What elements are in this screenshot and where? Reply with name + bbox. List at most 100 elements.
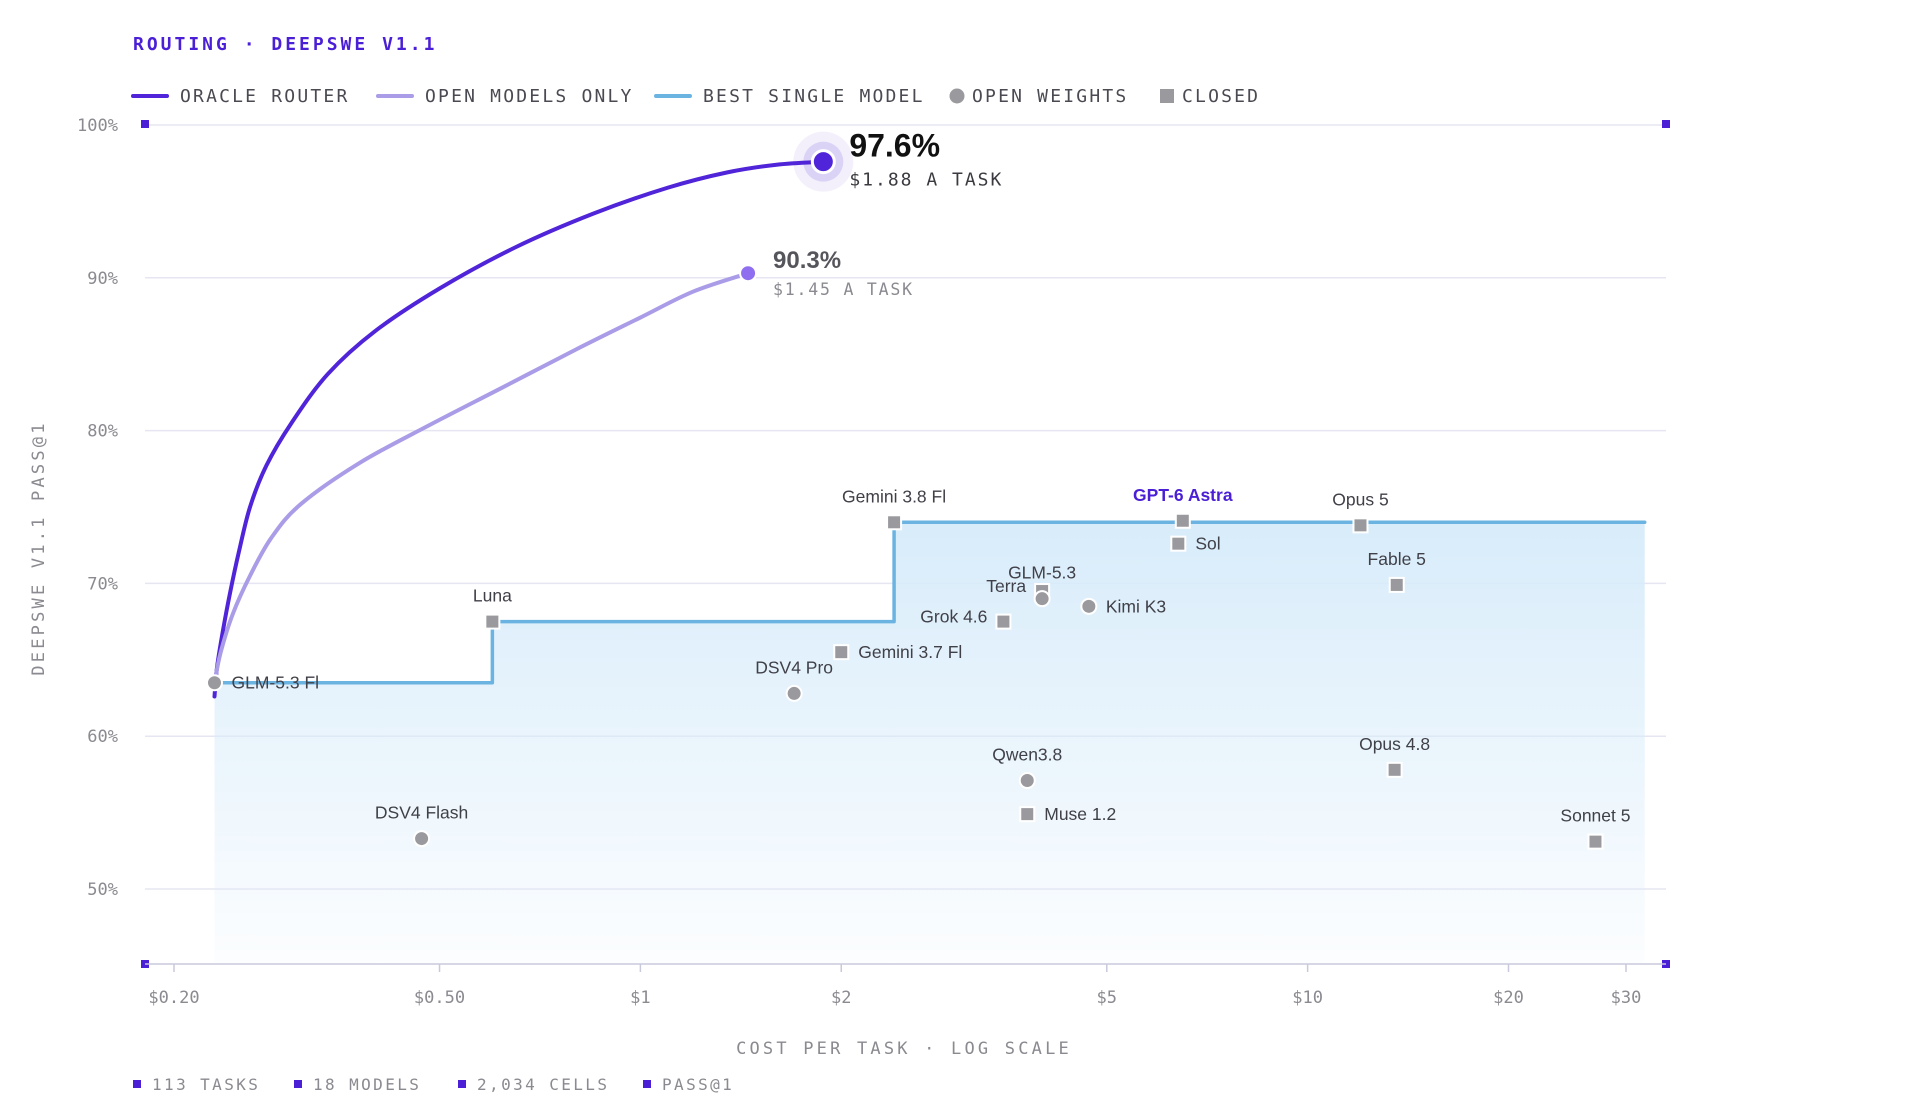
footer-bullet (458, 1080, 466, 1088)
legend-label: BEST SINGLE MODEL (703, 86, 925, 107)
legend: ORACLE ROUTER OPEN MODELS ONLY BEST SINGLE… (131, 86, 1260, 107)
model-label: Terra (986, 576, 1026, 596)
x-axis-title: COST PER TASK · LOG SCALE (736, 1039, 1072, 1059)
model-label: Luna (473, 586, 512, 606)
model-label: Sonnet 5 (1560, 806, 1630, 826)
model-point: Opus 4.8 (1359, 734, 1430, 778)
model-label: GLM-5.3 (1008, 563, 1076, 583)
y-tick-label: 50% (87, 880, 118, 900)
model-point: DSV4 Pro (755, 657, 833, 702)
open-cost-label: $1.45 A TASK (773, 280, 914, 299)
x-tick-label: $10 (1292, 988, 1323, 1008)
open-value-label: 90.3% (773, 247, 841, 274)
model-label: Kimi K3 (1106, 596, 1166, 616)
model-label: Qwen3.8 (992, 745, 1062, 765)
legend-square-swatch (1160, 89, 1174, 103)
open-weights-marker (1018, 772, 1036, 790)
legend-label: CLOSED (1182, 86, 1260, 107)
model-label: DSV4 Pro (755, 657, 833, 677)
oracle-endpoint-dot (810, 149, 836, 175)
model-label: Opus 4.8 (1359, 734, 1430, 754)
closed-marker (886, 514, 903, 531)
footer-bullet (643, 1080, 651, 1088)
open-weights-marker (785, 684, 803, 702)
legend-item: OPEN MODELS ONLY (376, 86, 634, 107)
closed-marker (995, 613, 1012, 630)
closed-marker (1386, 761, 1403, 778)
series-line-open-models-only (212, 271, 751, 685)
model-point: Luna (473, 586, 512, 630)
model-point: GPT-6 Astra (1133, 485, 1233, 529)
oracle-value-label: 97.6% (849, 128, 940, 164)
closed-marker (484, 613, 501, 630)
model-label: Gemini 3.7 Fl (858, 642, 962, 662)
x-tick-label: $20 (1493, 988, 1524, 1008)
model-label: Grok 4.6 (920, 607, 987, 627)
model-point: Kimi K3 (1080, 596, 1166, 616)
x-axis: $0.20 $0.50 $1 $2 $5 $10 $20 $30 (145, 963, 1666, 1008)
x-tick-label: $0.50 (414, 988, 465, 1008)
model-label: Fable 5 (1368, 549, 1426, 569)
legend-label: OPEN MODELS ONLY (425, 86, 634, 107)
model-point: Muse 1.2 (1019, 804, 1116, 824)
legend-item: ORACLE ROUTER (131, 86, 347, 107)
model-label: DSV4 Flash (375, 803, 468, 823)
closed-marker (1174, 512, 1191, 529)
legend-circle-swatch (949, 88, 965, 104)
frontier-area (214, 522, 1645, 964)
y-tick-label: 60% (87, 727, 118, 747)
model-point: Sonnet 5 (1560, 806, 1630, 850)
corner-marker (1662, 120, 1670, 128)
y-tick-label: 80% (87, 422, 118, 442)
model-point: Opus 5 (1332, 489, 1389, 534)
model-label: Muse 1.2 (1044, 804, 1116, 824)
open-endpoint-dot (739, 264, 758, 283)
open-weights-marker (206, 674, 224, 692)
model-point: DSV4 Flash (375, 803, 468, 848)
x-tick-label: $2 (831, 988, 851, 1008)
series-lines (212, 159, 1647, 699)
footer-stat: 113 TASKS (133, 1075, 260, 1094)
model-point: Gemini 3.7 Fl (833, 642, 962, 662)
model-label: GLM-5.3 Fl (232, 673, 320, 693)
footer-stat: 18 MODELS (294, 1075, 421, 1094)
model-label: GPT-6 Astra (1133, 485, 1233, 505)
model-label: Sol (1195, 534, 1220, 554)
closed-marker (1587, 833, 1604, 850)
x-tick-label: $0.20 (148, 988, 199, 1008)
model-point: GLM-5.3 (1008, 563, 1076, 608)
footer-label: PASS@1 (662, 1075, 734, 1094)
footer-stats: 113 TASKS 18 MODELS 2,034 CELLS PASS@1 (133, 1075, 734, 1094)
closed-marker (1170, 535, 1187, 552)
frontier-fill (214, 522, 1645, 964)
oracle-cost-label: $1.88 A TASK (849, 170, 1003, 191)
footer-stat: 2,034 CELLS (458, 1075, 609, 1094)
model-point: GLM-5.3 Fl (206, 673, 320, 693)
legend-item: OPEN WEIGHTS (949, 86, 1128, 107)
model-point: Fable 5 (1368, 549, 1426, 593)
y-axis: 50% 60% 70% 80% 90% 100% (77, 116, 118, 900)
closed-marker (833, 644, 850, 661)
footer-bullet (133, 1080, 141, 1088)
x-tick-label: $30 (1611, 988, 1642, 1008)
model-label: Gemini 3.8 Fl (842, 486, 946, 506)
closed-marker (1388, 576, 1405, 593)
model-point: Qwen3.8 (992, 745, 1062, 790)
closed-marker (1352, 517, 1369, 534)
series-line-oracle-router (212, 159, 826, 699)
footer-label: 18 MODELS (313, 1075, 421, 1094)
series-line-best-single-model (212, 520, 1647, 685)
model-point: Gemini 3.8 Fl (842, 486, 946, 531)
x-tick-label: $1 (630, 988, 650, 1008)
corner-marker (141, 120, 149, 128)
footer-bullet (294, 1080, 302, 1088)
footer-label: 113 TASKS (152, 1075, 260, 1094)
model-point: Grok 4.6 (920, 607, 1012, 630)
model-points: GLM-5.3 Fl Luna DSV4 Flash DSV4 Pro Gemini 3… (206, 485, 1630, 850)
legend-label: OPEN WEIGHTS (972, 86, 1128, 107)
open-weights-marker (1033, 590, 1051, 608)
footer-label: 2,034 CELLS (477, 1075, 609, 1094)
open-weights-marker (1080, 597, 1098, 615)
footer-stat: PASS@1 (643, 1075, 734, 1094)
y-axis-title: DEEPSWE V1.1 PASS@1 (29, 420, 49, 675)
